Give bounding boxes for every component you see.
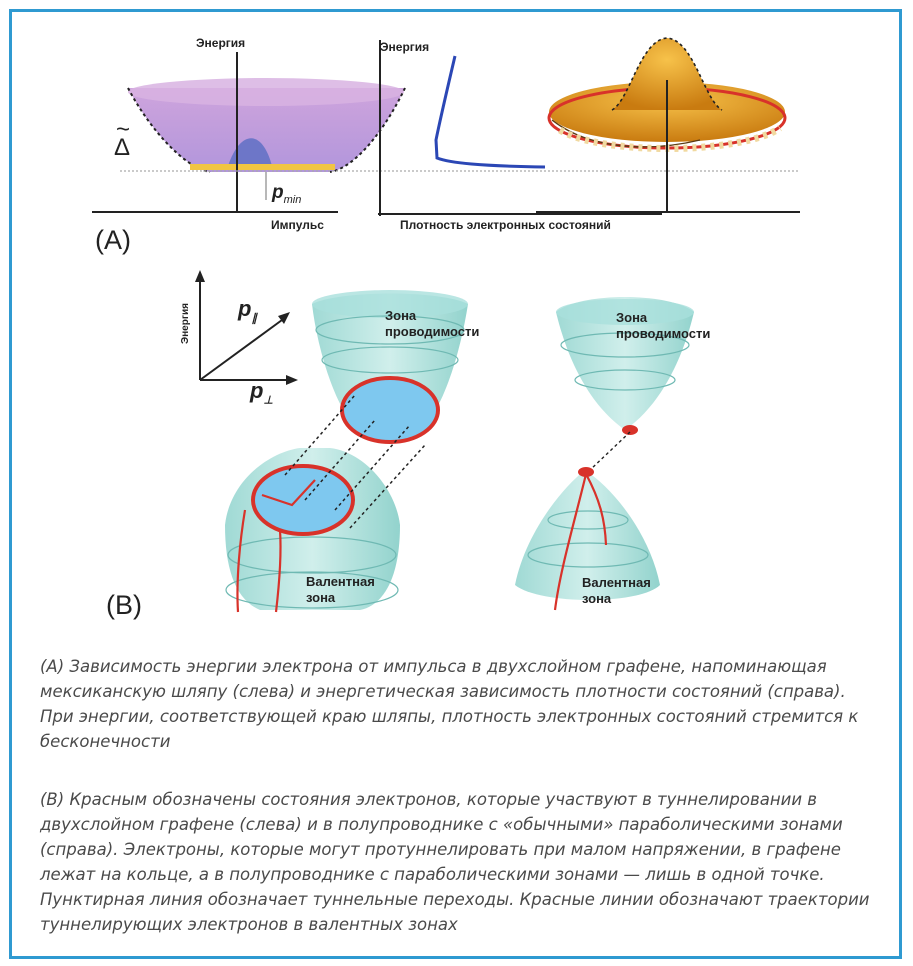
right-valence-label: Валентная зона — [582, 575, 651, 606]
energy-axis-label-a1: Энергия — [196, 36, 246, 50]
left-valence-ring — [251, 464, 355, 536]
caption-b: (B) Красным обозначены состояния электро… — [40, 790, 870, 934]
dispersion-bowl — [128, 88, 405, 172]
central-hump — [228, 138, 272, 166]
energy-axis-label-b: Энергия — [179, 303, 191, 344]
left-valence-label: Валентная зона — [306, 574, 375, 605]
caption-a: (A) Зависимость энергии электрона от имп… — [40, 657, 859, 751]
right-conduction-band — [556, 297, 694, 430]
tunnel-arrows — [284, 394, 426, 529]
energy-axis-label-a2: Энергия — [380, 40, 430, 54]
dos-label: Плотность электронных состояний — [400, 218, 611, 232]
p-parallel-label: p∥ — [238, 296, 257, 325]
pmin-label: pmin — [272, 182, 302, 206]
yellow-band — [190, 164, 335, 170]
sombrero-fringe — [558, 125, 782, 152]
bowl-top-rim — [128, 78, 404, 106]
panel-a-tag: (A) — [95, 225, 131, 255]
panel-b-tag: (B) — [106, 590, 142, 620]
delta-symbol: Δ — [114, 134, 131, 161]
figure-frame — [9, 9, 902, 959]
right-conduction-label: Зона проводимости — [616, 310, 711, 341]
right-conduction-point — [622, 425, 638, 435]
left-conduction-ring — [340, 376, 440, 444]
right-valence-point — [578, 467, 594, 477]
right-valence-band — [515, 470, 660, 600]
delta-tilde: ~ — [116, 116, 131, 143]
sombrero-crown — [612, 38, 722, 110]
dos-curve — [434, 55, 546, 169]
momentum-label: Импульс — [271, 218, 324, 232]
p-perp-label: p⊥ — [250, 378, 274, 407]
axis-ppar-arrow — [199, 319, 283, 381]
left-conduction-label: Зона проводимости — [385, 308, 480, 339]
